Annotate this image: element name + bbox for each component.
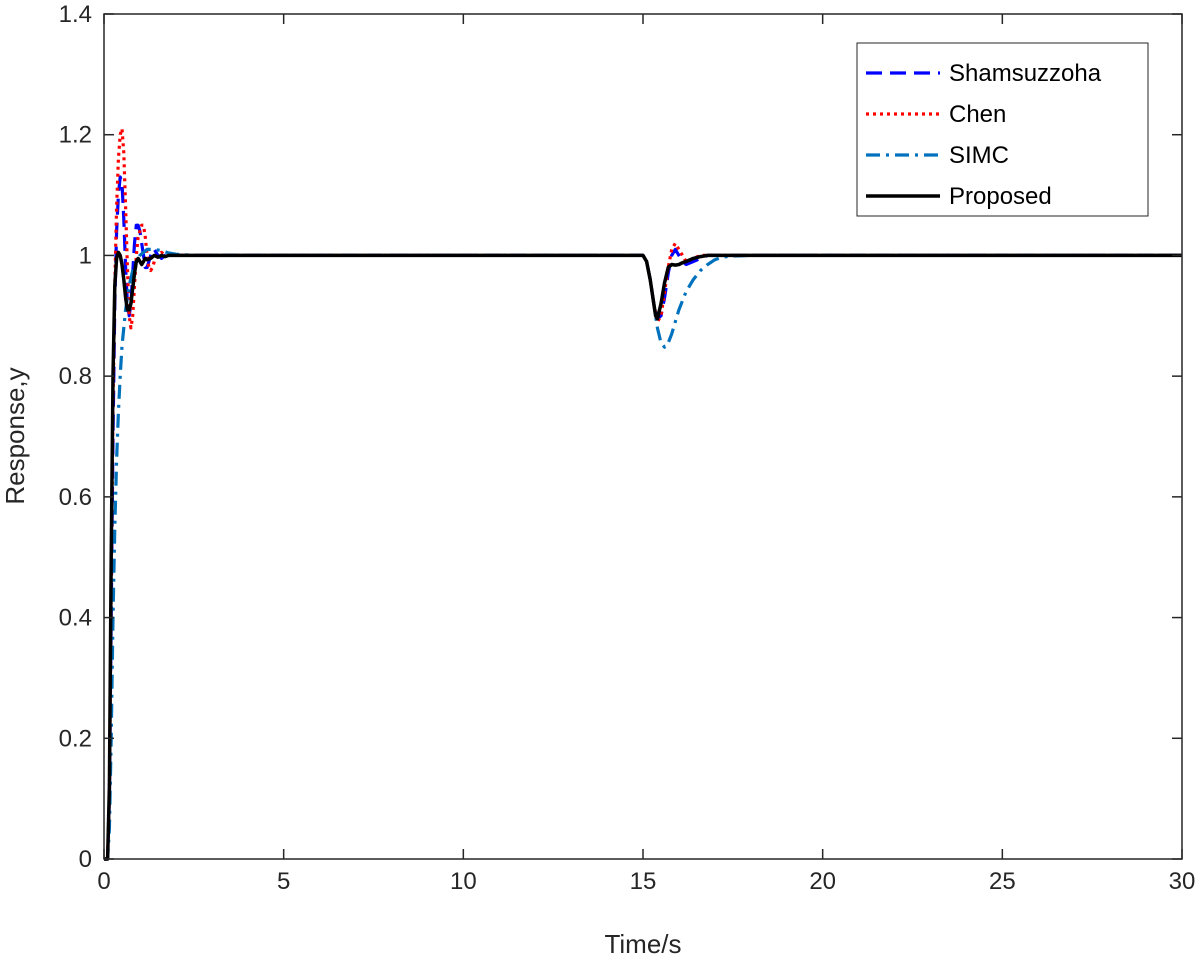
x-tick-label: 10 (450, 868, 477, 895)
x-axis-label: Time/s (604, 929, 681, 957)
x-tick-label: 20 (809, 868, 836, 895)
plot-series (104, 127, 1182, 861)
y-axis: 0 0.2 0.4 0.6 0.8 1 1.2 1.4 (59, 1, 1182, 873)
y-tick-label: 1.2 (59, 122, 92, 149)
legend-label-shamsuzzoha: Shamsuzzoha (949, 60, 1102, 87)
y-axis-label: Response,y (0, 367, 30, 504)
x-tick-label: 25 (989, 868, 1016, 895)
series-line-simc (104, 247, 1182, 861)
legend-label-proposed: Proposed (949, 183, 1052, 210)
legend: Shamsuzzoha Chen SIMC Proposed (856, 42, 1149, 217)
y-tick-label: 0 (79, 846, 92, 873)
y-tick-label: 0.8 (59, 363, 92, 390)
x-tick-label: 0 (97, 868, 110, 895)
y-tick-label: 1.4 (59, 1, 92, 28)
y-tick-label: 0.2 (59, 725, 92, 752)
x-tick-label: 5 (277, 868, 290, 895)
y-tick-label: 0.4 (59, 605, 92, 632)
x-tick-label: 30 (1169, 868, 1196, 895)
y-tick-label: 1 (79, 242, 92, 269)
legend-label-chen: Chen (949, 101, 1006, 128)
x-tick-label: 15 (630, 868, 657, 895)
legend-label-simc: SIMC (949, 142, 1009, 169)
series-line-proposed (104, 250, 1182, 861)
series-line-chen (104, 127, 1182, 861)
y-tick-label: 0.6 (59, 484, 92, 511)
x-axis: 0 5 10 15 20 25 30 (97, 14, 1195, 895)
